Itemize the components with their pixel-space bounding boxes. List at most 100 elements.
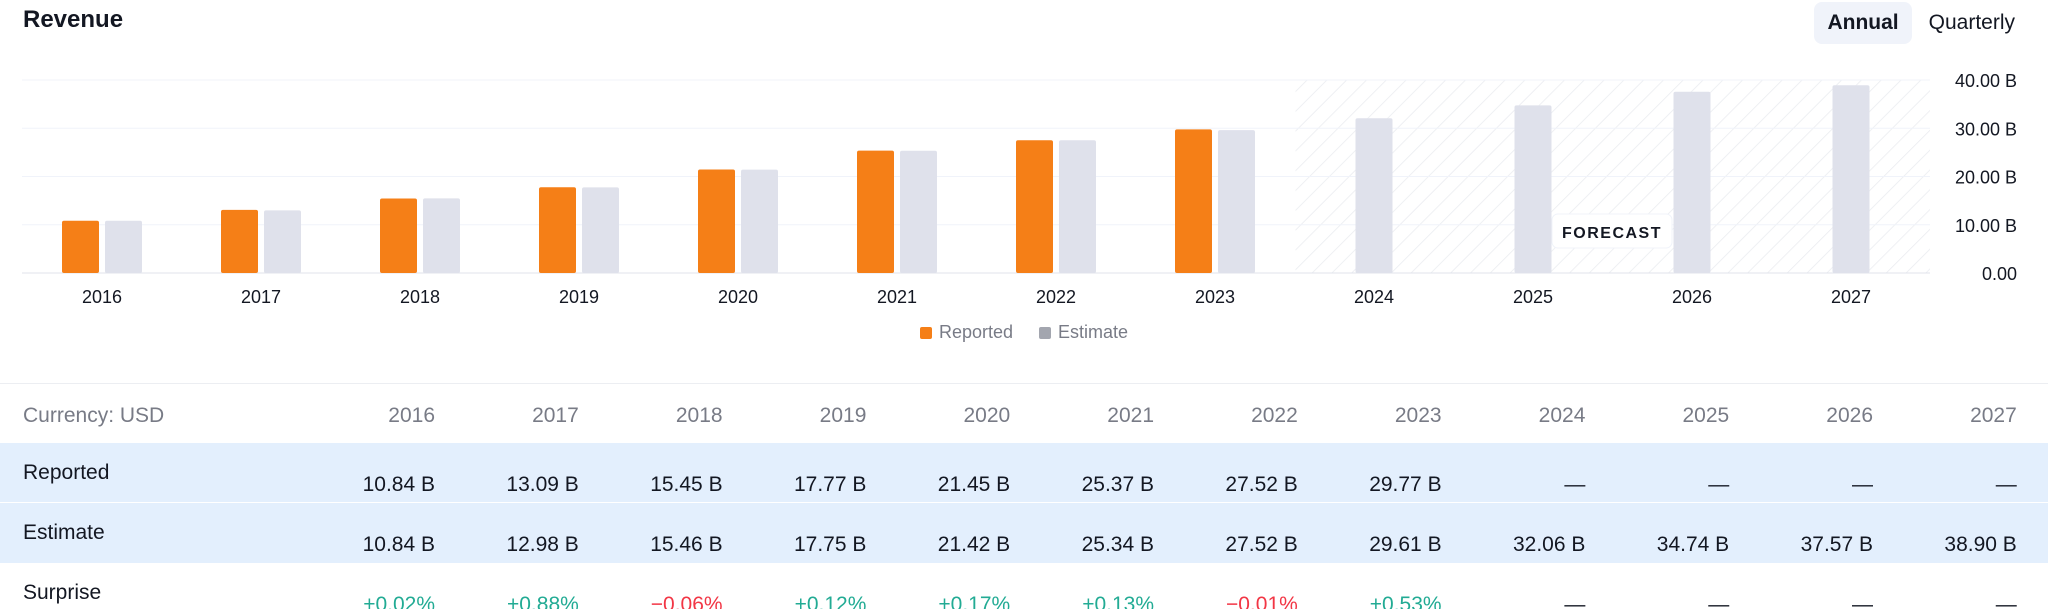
x-tick-label: 2016	[82, 287, 122, 307]
x-tick-label: 2021	[877, 287, 917, 307]
y-tick-label: 0.00	[1982, 264, 2017, 284]
table-cell: −0.06%	[650, 593, 723, 609]
table-header-row: Currency: USD 2016 2017 2018 2019 2020 2021 20…	[0, 383, 2048, 443]
table-cell: 15.45 B	[650, 472, 723, 496]
table-cell: +0.53%	[1369, 593, 1442, 609]
bar-estimate	[741, 169, 778, 273]
bar-estimate	[1514, 105, 1552, 273]
table-cell: 29.77 B	[1369, 472, 1442, 496]
bar-estimate	[1059, 140, 1096, 273]
table-cell: 10.84 B	[362, 472, 435, 496]
year-header: 2017	[532, 404, 579, 427]
bar-estimate	[423, 198, 460, 273]
bar-estimate	[105, 220, 142, 273]
table-cell: 27.52 B	[1225, 533, 1298, 556]
bar-reported	[221, 209, 258, 273]
bar-estimate	[582, 187, 619, 273]
bar-estimate	[1218, 130, 1255, 273]
bar-reported	[857, 150, 894, 273]
table-cell: —	[1995, 472, 2017, 496]
table-cell: −0.01%	[1225, 593, 1298, 609]
table-cell: 29.61 B	[1369, 533, 1442, 556]
year-header: 2018	[675, 404, 723, 427]
year-header: 2019	[819, 404, 867, 427]
legend-label-estimate: Estimate	[1058, 322, 1129, 342]
legend-label-reported: Reported	[938, 322, 1014, 342]
x-tick-label: 2017	[241, 287, 281, 307]
currency-label: Currency: USD	[23, 404, 165, 427]
row-label-surprise: Surprise	[23, 581, 102, 604]
y-tick-label: 30.00 B	[1955, 119, 2017, 139]
y-tick-label: 20.00 B	[1955, 168, 2017, 188]
table-cell: —	[1708, 472, 1730, 496]
table-cell: 37.57 B	[1800, 533, 1873, 556]
year-header: 2016	[388, 404, 435, 427]
x-tick-label: 2023	[1195, 287, 1235, 307]
legend-item-reported[interactable]: Reported	[919, 322, 1014, 343]
table-row-surprise: Surprise +0.02% +0.88% −0.06% +0.12% +0.17% +…	[0, 563, 2048, 609]
bar-reported	[1175, 129, 1212, 273]
year-header: 2025	[1682, 404, 1730, 427]
row-label-reported: Reported	[23, 460, 110, 484]
table-row-estimate: Estimate 10.84 B 12.98 B 15.46 B 17.75 B 21.…	[0, 503, 2048, 563]
x-tick-label: 2022	[1036, 287, 1076, 307]
table-cell: 21.42 B	[937, 533, 1011, 556]
x-tick-label: 2019	[559, 287, 599, 307]
row-label-estimate: Estimate	[23, 521, 105, 544]
bar-reported	[539, 187, 576, 273]
x-tick-label: 2020	[718, 287, 758, 307]
table-cell: +0.88%	[506, 593, 579, 609]
table-cell: +0.13%	[1082, 593, 1154, 609]
table-cell: 17.77 B	[793, 472, 867, 496]
table-cell: —	[1564, 593, 1586, 609]
table-cell: 25.37 B	[1081, 472, 1154, 496]
x-tick-label: 2026	[1672, 287, 1712, 307]
table-cell: 21.45 B	[937, 472, 1011, 496]
year-header: 2027	[1970, 404, 2017, 427]
year-header: 2020	[963, 404, 1011, 427]
table-cell: 25.34 B	[1081, 533, 1154, 556]
table-cell: 15.46 B	[650, 533, 723, 556]
x-tick-label: 2024	[1354, 287, 1394, 307]
table-cell: +0.17%	[938, 593, 1011, 609]
period-toggle: Annual Quarterly	[1814, 2, 2028, 44]
bar-reported	[380, 198, 417, 273]
bar-estimate	[264, 210, 301, 273]
table-cell: —	[1564, 472, 1586, 496]
bar-estimate	[900, 150, 937, 273]
table-cell: —	[1708, 593, 1730, 609]
x-tick-label: 2018	[400, 287, 440, 307]
table-cell: +0.02%	[363, 593, 435, 609]
year-header: 2023	[1394, 404, 1442, 427]
table-cell: +0.12%	[794, 593, 867, 609]
legend-swatch-estimate	[1039, 326, 1052, 339]
chart-title: Revenue	[23, 6, 124, 33]
year-header: 2021	[1107, 404, 1154, 427]
table-cell: 38.90 B	[1944, 533, 2017, 556]
table-cell: —	[1852, 472, 1873, 496]
table-cell: 10.84 B	[362, 533, 435, 556]
y-tick-label: 10.00 B	[1955, 216, 2017, 236]
table-cell: 13.09 B	[506, 472, 579, 496]
forecast-label: FORECAST	[1562, 225, 1662, 242]
y-tick-label: 40.00 B	[1955, 71, 2017, 91]
table-cell: 34.74 B	[1656, 533, 1730, 556]
bar-estimate	[1673, 91, 1711, 273]
revenue-bar-chart: 0.00 10.00 B 20.00 B 30.00 B 40.00 B 2016 2017…	[22, 71, 2017, 307]
year-header: 2024	[1538, 404, 1586, 427]
x-tick-label: 2025	[1513, 287, 1553, 307]
table-cell: —	[1852, 593, 1873, 609]
x-tick-label: 2027	[1831, 287, 1871, 307]
year-header: 2022	[1251, 404, 1298, 427]
table-cell: —	[1995, 593, 2017, 609]
table-cell: 27.52 B	[1225, 472, 1298, 496]
table-cell: 32.06 B	[1512, 533, 1586, 556]
annual-tab[interactable]: Annual	[1814, 2, 1912, 44]
table-cell: 12.98 B	[506, 533, 579, 556]
chart-legend: Reported Estimate	[0, 322, 2048, 343]
bar-reported	[1016, 140, 1053, 273]
legend-item-estimate[interactable]: Estimate	[1039, 322, 1128, 343]
quarterly-tab[interactable]: Quarterly	[1928, 11, 2015, 34]
table-cell: 17.75 B	[793, 533, 867, 556]
bar-reported	[698, 169, 735, 273]
